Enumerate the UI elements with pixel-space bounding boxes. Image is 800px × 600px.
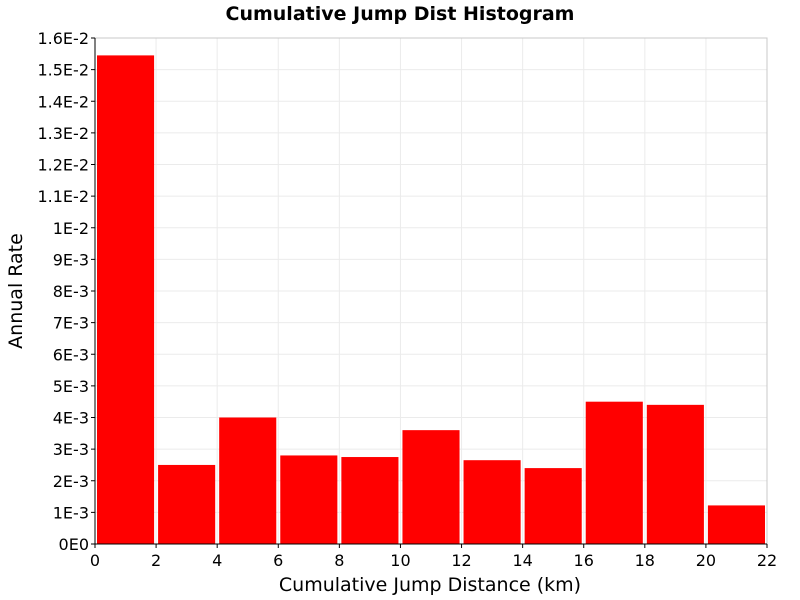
y-tick-label: 5E-3 xyxy=(53,377,89,396)
histogram-bar xyxy=(97,55,155,545)
y-axis-label: Annual Rate xyxy=(5,233,27,349)
y-tick-label: 1.4E-2 xyxy=(37,92,89,111)
y-tick-label: 1.2E-2 xyxy=(37,156,89,175)
x-tick-label: 12 xyxy=(451,551,471,570)
x-tick-label: 16 xyxy=(574,551,594,570)
y-tick-label: 7E-3 xyxy=(53,314,89,333)
y-tick-label: 1.6E-2 xyxy=(37,29,89,48)
y-tick-label: 3E-3 xyxy=(53,440,89,459)
y-tick-label: 1.1E-2 xyxy=(37,187,89,206)
histogram-bar xyxy=(341,457,399,544)
histogram-bar xyxy=(646,404,704,544)
y-tick-label: 1E-2 xyxy=(53,219,89,238)
histogram-bar xyxy=(463,460,521,544)
x-tick-label: 6 xyxy=(273,551,283,570)
x-tick-label: 18 xyxy=(635,551,655,570)
x-tick-label: 8 xyxy=(334,551,344,570)
x-axis-ticks: 0 2 4 6 8 10 12 14 16 18 20 22 xyxy=(90,544,777,570)
x-axis-label: Cumulative Jump Distance (km) xyxy=(279,574,581,596)
y-tick-label: 4E-3 xyxy=(53,409,89,428)
x-tick-label: 4 xyxy=(212,551,222,570)
y-tick-label: 1.3E-2 xyxy=(37,124,89,143)
histogram-bar xyxy=(402,430,460,544)
x-tick-label: 22 xyxy=(757,551,777,570)
x-tick-label: 10 xyxy=(390,551,410,570)
x-tick-label: 2 xyxy=(151,551,161,570)
histogram-bar xyxy=(524,468,582,544)
histogram-bar xyxy=(158,464,216,544)
bars xyxy=(97,55,765,545)
x-tick-label: 0 xyxy=(90,551,100,570)
y-tick-label: 1.5E-2 xyxy=(37,61,89,80)
y-tick-label: 9E-3 xyxy=(53,250,89,269)
y-axis-ticks: 0E0 1E-3 2E-3 3E-3 4E-3 5E-3 6E-3 7E-3 8E-3 9E-3 1… xyxy=(37,29,95,554)
y-tick-label: 6E-3 xyxy=(53,345,89,364)
y-tick-label: 1E-3 xyxy=(53,503,89,522)
y-tick-label: 0E0 xyxy=(59,535,89,554)
x-tick-label: 14 xyxy=(512,551,532,570)
y-tick-label: 2E-3 xyxy=(53,472,89,491)
histogram-bar xyxy=(707,505,765,544)
x-tick-label: 20 xyxy=(696,551,716,570)
histogram-bar xyxy=(280,455,338,544)
histogram-bar xyxy=(219,417,277,544)
chart-title: Cumulative Jump Dist Histogram xyxy=(226,3,575,25)
histogram-bar xyxy=(585,401,643,544)
y-tick-label: 8E-3 xyxy=(53,282,89,301)
